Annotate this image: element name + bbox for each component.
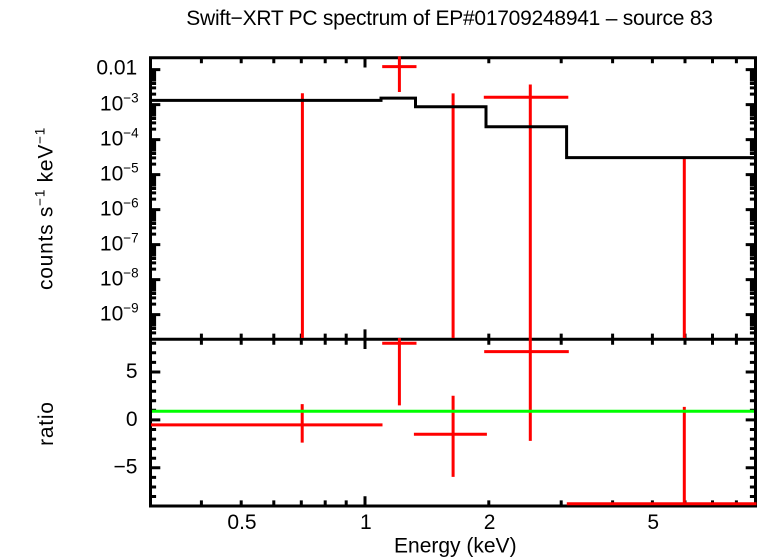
svg-text:10−8: 10−8 [100,266,139,291]
svg-text:5: 5 [126,360,138,383]
svg-text:10−5: 10−5 [100,161,139,186]
svg-text:0.5: 0.5 [227,511,256,534]
svg-text:Swift−XRT PC spectrum of EP#01: Swift−XRT PC spectrum of EP#01709248941 … [186,7,712,30]
svg-text:5: 5 [647,511,659,534]
svg-text:0.01: 0.01 [96,57,137,80]
svg-text:counts s−1 keV−1: counts s−1 keV−1 [33,127,58,290]
svg-text:2: 2 [484,511,496,534]
svg-text:ratio: ratio [35,401,58,446]
svg-text:−5: −5 [114,456,138,479]
svg-text:0: 0 [126,408,138,431]
svg-text:10−4: 10−4 [100,126,139,151]
svg-text:Energy (keV): Energy (keV) [394,534,517,557]
svg-text:1: 1 [360,511,372,534]
